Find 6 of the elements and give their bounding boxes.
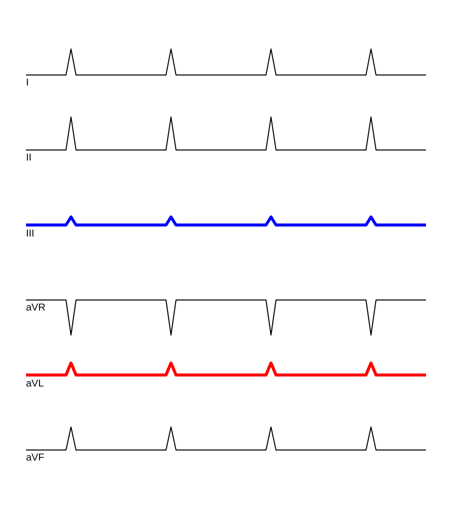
series-label: aVF bbox=[26, 452, 44, 464]
series-label: I bbox=[26, 77, 29, 88]
series-label: II bbox=[26, 152, 32, 164]
series-label: aVR bbox=[26, 302, 46, 314]
series-label: III bbox=[26, 228, 34, 240]
series-label: aVL bbox=[26, 378, 44, 390]
